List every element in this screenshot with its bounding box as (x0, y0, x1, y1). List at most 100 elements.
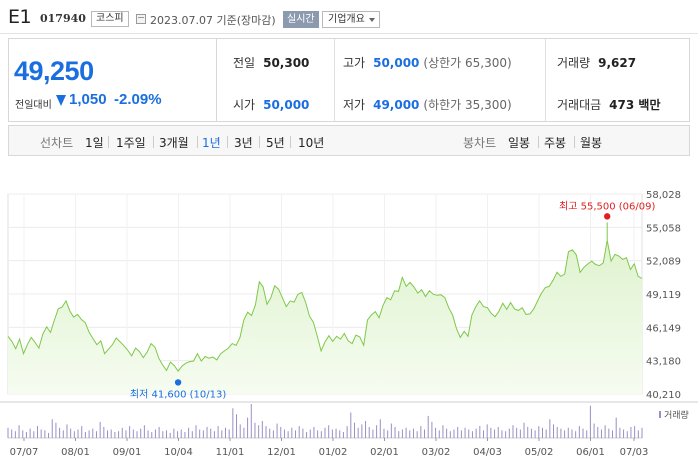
divider (334, 39, 335, 121)
divider (227, 136, 228, 148)
candle-daily[interactable]: 일봉 (508, 136, 531, 150)
market-badge: 코스피 (91, 11, 129, 27)
volume-bar (416, 431, 418, 438)
period-3y[interactable]: 3년 (234, 136, 253, 150)
lower-limit: (하한가 35,300) (423, 98, 512, 112)
volume-legend-swatch (659, 411, 661, 418)
period-1d[interactable]: 1일 (85, 136, 104, 150)
current-price-panel: 49,250 전일대비 1,050 -2.09% (9, 39, 217, 121)
stat-prev-close: 전일 50,300 (233, 54, 309, 71)
volume-bar (118, 431, 120, 438)
volume-bar (99, 421, 101, 438)
volume-bar (180, 429, 182, 438)
x-tick-label: 09/01 (113, 447, 142, 458)
period-1y[interactable]: 1년 (202, 136, 221, 150)
period-1w[interactable]: 1주일 (116, 136, 146, 150)
volume-bar (405, 427, 407, 438)
divider (153, 136, 154, 148)
volume-bar (36, 426, 38, 438)
y-axis-labels: 58,028 55,058 52,089 49,119 46,149 43,180 40,2… (646, 190, 681, 401)
change-value: 1,050 (69, 91, 107, 108)
volume-bar (427, 415, 429, 438)
volume-bar (501, 430, 503, 438)
stat-high: 고가 50,000 (상한가 65,300) (343, 54, 512, 71)
volume-bar (420, 426, 422, 438)
period-10y[interactable]: 10년 (298, 136, 325, 150)
volume-bar (615, 417, 617, 438)
volume-bar (519, 429, 521, 438)
volume-bar (479, 426, 481, 438)
line-chart-label: 선차트 (40, 136, 74, 150)
volume-bar (236, 414, 238, 438)
volume-bar (88, 430, 90, 438)
volume-bar (556, 426, 558, 438)
volume-bar (549, 419, 551, 438)
change-percent: -2.09% (114, 91, 162, 108)
volume-bar (77, 429, 79, 438)
price-area (8, 240, 642, 394)
volume-bar (634, 426, 636, 438)
volume-bar (62, 430, 64, 438)
volume-bar (527, 426, 529, 438)
corp-info-dropdown[interactable]: 기업개요 (322, 11, 380, 28)
candle-weekly[interactable]: 주봉 (544, 136, 567, 150)
x-tick-label: 11/01 (216, 447, 245, 458)
volume-bar (346, 426, 348, 438)
volume-bar (320, 431, 322, 438)
volume-bar (457, 426, 459, 438)
volume-bar (202, 430, 204, 438)
volume-bar (107, 430, 109, 438)
current-price: 49,250 (14, 56, 94, 86)
volume-bar (48, 432, 50, 438)
volume-bar (66, 424, 68, 438)
x-tick-label: 07/03 (620, 447, 649, 458)
realtime-button[interactable]: 실시간 (283, 11, 319, 28)
volume-bar (390, 423, 392, 438)
volume-bar (328, 425, 330, 438)
volume-bar (530, 428, 532, 438)
volume-bar (486, 424, 488, 438)
volume-bar (22, 430, 24, 438)
volume-bar (372, 429, 374, 438)
y-tick-label: 46,149 (646, 323, 681, 334)
min-marker (174, 379, 182, 386)
volume-bar (575, 431, 577, 438)
y-tick-label: 49,119 (646, 290, 681, 301)
volume-bar (25, 432, 27, 438)
x-tick-label: 08/01 (61, 447, 90, 458)
price-chart[interactable]: 58,028 55,058 52,089 49,119 46,149 43,180 40,2… (0, 182, 698, 473)
volume-bar (357, 427, 359, 438)
prev-close-label: 전일 (233, 56, 256, 70)
volume-bar (162, 431, 164, 438)
open-label: 시가 (233, 98, 256, 112)
volume-bar (438, 430, 440, 438)
volume-bar (401, 429, 403, 438)
volume-bar (339, 430, 341, 438)
volume-bar (593, 423, 595, 438)
extreme-markers: 최고 55,500 (06/09) 최저 41,600 (10/13) (130, 200, 656, 400)
volume-bar (353, 422, 355, 438)
chevron-down-icon (368, 18, 375, 22)
volume-bar (306, 432, 308, 438)
volume-bar (125, 430, 127, 438)
volume-bar (224, 427, 226, 438)
volume-bar (143, 425, 145, 438)
volume-bar (254, 422, 256, 438)
volume-bar (265, 426, 267, 438)
volume-bar (29, 428, 31, 438)
volume-bar (44, 430, 46, 438)
volume-bar (173, 428, 175, 438)
volume-bar (361, 424, 363, 438)
volume-bar (553, 424, 555, 438)
stat-open: 시가 50,000 (233, 96, 309, 113)
volume-bar (210, 428, 212, 438)
candle-monthly[interactable]: 월봉 (580, 136, 603, 150)
x-tick-label: 10/04 (164, 447, 193, 458)
y-tick-label: 43,180 (646, 357, 681, 368)
y-tick-label: 55,058 (646, 223, 681, 234)
period-3m[interactable]: 3개월 (159, 136, 189, 150)
volume-bar (324, 427, 326, 438)
volume-bar (169, 432, 171, 438)
period-5y[interactable]: 5년 (266, 136, 285, 150)
x-tick-label: 01/02 (319, 447, 348, 458)
